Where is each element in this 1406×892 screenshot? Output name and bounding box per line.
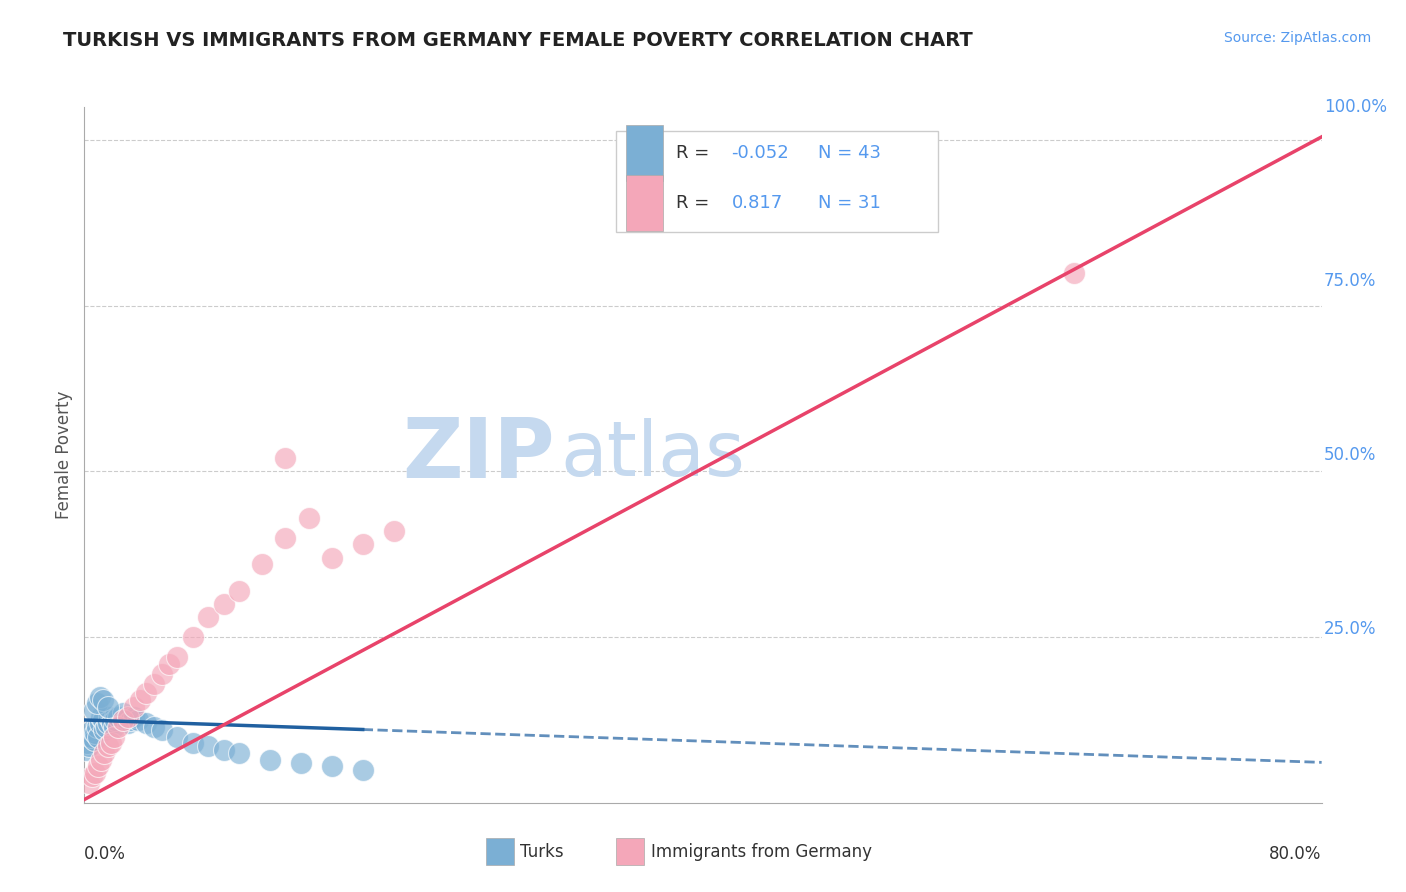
Point <box>143 720 166 734</box>
Point <box>150 723 173 737</box>
Point <box>79 730 101 744</box>
Point <box>143 676 166 690</box>
Point <box>82 769 104 783</box>
Text: 25.0%: 25.0% <box>1324 620 1376 638</box>
Text: Immigrants from Germany: Immigrants from Germany <box>651 843 872 861</box>
Point <box>101 716 124 731</box>
Point <box>274 451 297 466</box>
Text: 80.0%: 80.0% <box>1270 845 1322 863</box>
Point <box>87 730 110 744</box>
Point <box>212 743 235 757</box>
FancyBboxPatch shape <box>626 176 664 231</box>
Point <box>86 720 108 734</box>
Text: R =: R = <box>676 144 714 161</box>
Text: Source: ZipAtlas.com: Source: ZipAtlas.com <box>1223 31 1371 45</box>
Text: atlas: atlas <box>561 418 745 491</box>
Point <box>84 766 107 780</box>
Point <box>89 690 111 704</box>
Point <box>297 511 319 525</box>
Point <box>103 720 125 734</box>
Point <box>159 657 180 671</box>
FancyBboxPatch shape <box>626 125 664 180</box>
Point <box>107 720 129 734</box>
Point <box>100 736 122 750</box>
Point <box>103 730 125 744</box>
Point <box>228 583 250 598</box>
Point <box>290 756 312 770</box>
Point <box>250 558 273 572</box>
Point <box>91 713 114 727</box>
Point <box>76 736 98 750</box>
Point <box>122 709 145 723</box>
Text: 75.0%: 75.0% <box>1324 272 1376 290</box>
Point <box>352 763 374 777</box>
Point <box>87 759 110 773</box>
Point <box>352 537 374 551</box>
Point <box>77 776 100 790</box>
Point <box>98 709 121 723</box>
Point <box>107 709 129 723</box>
Point <box>93 746 115 760</box>
Text: N = 31: N = 31 <box>818 194 882 212</box>
Text: Turks: Turks <box>520 843 564 861</box>
Point <box>83 703 105 717</box>
Point <box>117 716 139 731</box>
Point <box>135 686 157 700</box>
Point <box>166 650 188 665</box>
Point <box>86 697 108 711</box>
Point <box>212 597 235 611</box>
Point <box>117 709 139 723</box>
Point <box>382 524 405 538</box>
Point <box>91 693 114 707</box>
Point <box>83 732 105 747</box>
Text: 0.817: 0.817 <box>731 194 783 212</box>
Point <box>82 723 104 737</box>
Text: R =: R = <box>676 194 714 212</box>
Point <box>90 709 112 723</box>
Point <box>120 713 142 727</box>
Point <box>84 726 107 740</box>
Point <box>181 630 204 644</box>
Point <box>90 753 112 767</box>
Text: ZIP: ZIP <box>402 415 554 495</box>
Point <box>259 753 281 767</box>
Point <box>94 720 117 734</box>
Point <box>96 716 118 731</box>
Text: 50.0%: 50.0% <box>1324 446 1376 464</box>
Point <box>104 713 127 727</box>
Point <box>122 699 145 714</box>
Point <box>96 699 118 714</box>
Point <box>150 666 173 681</box>
Point <box>1063 266 1085 280</box>
Point <box>181 736 204 750</box>
Point <box>100 713 122 727</box>
FancyBboxPatch shape <box>486 838 513 865</box>
Point <box>127 713 149 727</box>
Point <box>75 743 97 757</box>
Point <box>166 730 188 744</box>
Point <box>96 739 118 754</box>
Text: 0.0%: 0.0% <box>84 845 127 863</box>
Point <box>129 693 152 707</box>
Point <box>112 706 135 721</box>
Point <box>197 610 219 624</box>
Text: N = 43: N = 43 <box>818 144 882 161</box>
Point <box>77 739 100 754</box>
Point <box>228 746 250 760</box>
FancyBboxPatch shape <box>616 131 938 232</box>
Point <box>321 759 343 773</box>
Point <box>274 531 297 545</box>
Text: 100.0%: 100.0% <box>1324 98 1388 116</box>
Point <box>321 550 343 565</box>
Point <box>89 716 111 731</box>
FancyBboxPatch shape <box>616 838 644 865</box>
Point <box>197 739 219 754</box>
Point <box>135 716 157 731</box>
Text: -0.052: -0.052 <box>731 144 789 161</box>
Point <box>112 713 135 727</box>
Text: TURKISH VS IMMIGRANTS FROM GERMANY FEMALE POVERTY CORRELATION CHART: TURKISH VS IMMIGRANTS FROM GERMANY FEMAL… <box>63 31 973 50</box>
Y-axis label: Female Poverty: Female Poverty <box>55 391 73 519</box>
Point <box>93 723 115 737</box>
